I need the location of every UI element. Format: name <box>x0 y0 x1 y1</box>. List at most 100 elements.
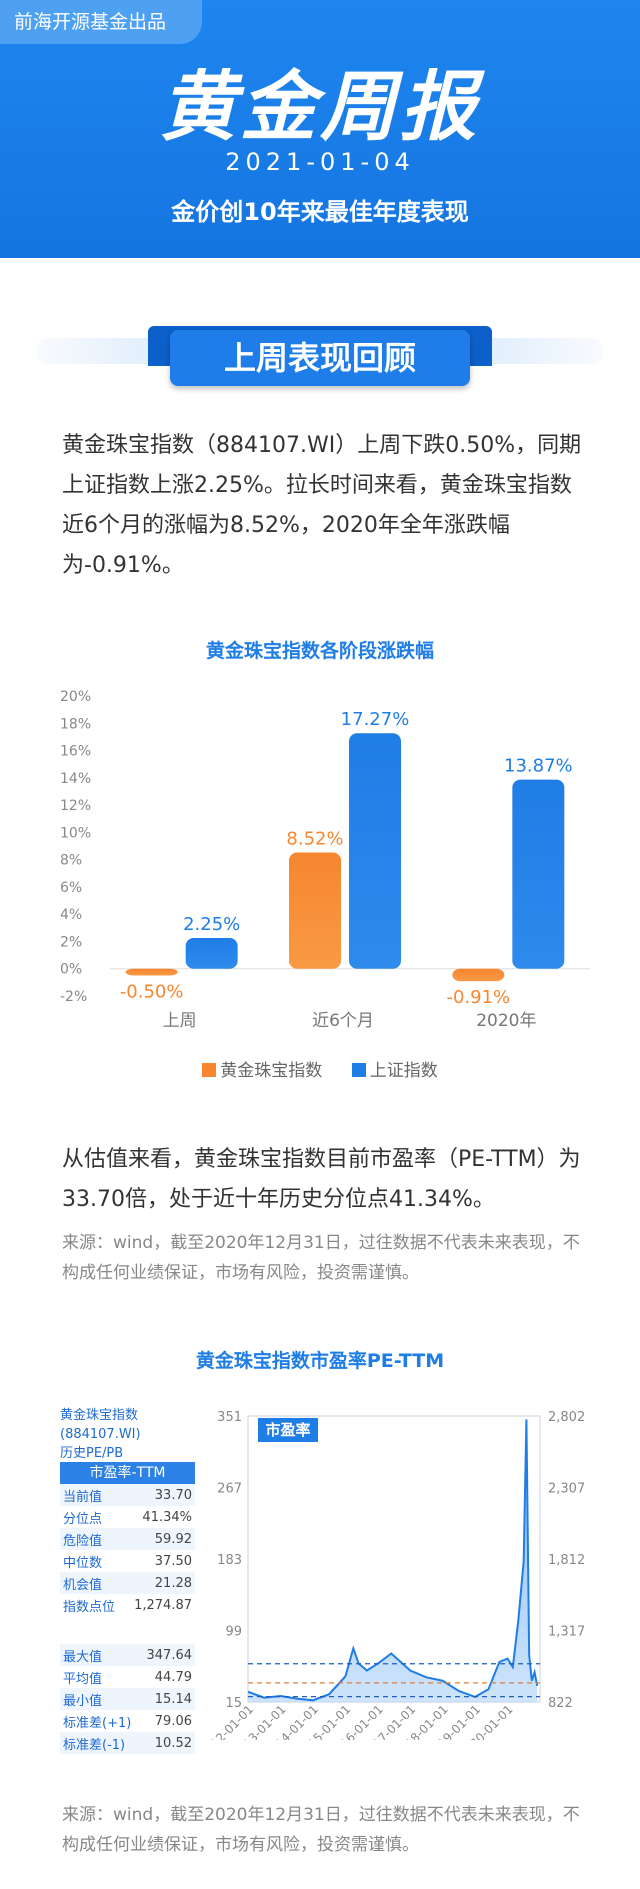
y-tick-label: 4% <box>60 907 82 923</box>
y-tick-label: 2% <box>60 934 82 950</box>
pe-line-chart: 35126718399152,8022,3071,8121,317822市盈率1… <box>210 1410 585 1740</box>
stats-key: 当前值 <box>60 1484 125 1506</box>
x-tick-label: 上周 <box>163 1011 197 1031</box>
legend-label-gold: 黄金珠宝指数 <box>220 1061 323 1081</box>
stats-row: 机会值 21.28 <box>60 1572 195 1594</box>
legend-label-shanghai: 上证指数 <box>369 1061 438 1081</box>
y-tick-label: 6% <box>60 880 82 896</box>
y-left-tick-label: 267 <box>217 1482 242 1497</box>
bar-chart: 20% 18% 16% 14% 12% 10% 8% 6% 4% 2% 0% -2% 上周 -0.50% 2… <box>60 689 590 1031</box>
x-tick-label: 近6个月 <box>312 1011 374 1031</box>
report-subtitle: 金价创10年来最佳年度表现 <box>171 198 469 226</box>
y-tick-label: 10% <box>60 825 91 841</box>
bar-value-label: 2.25% <box>183 914 240 935</box>
y-right-tick-label: 2,307 <box>548 1482 585 1497</box>
stats-key: 分位点 <box>63 1511 103 1527</box>
x-tick-label: 2020年 <box>476 1011 536 1031</box>
valuation-paragraph: 从估值来看，黄金珠宝指数目前市盈率（PE-TTM）为33.70倍，处于近十年历史… <box>62 1147 581 1212</box>
stats-title-line2: 历史PE/PB <box>60 1446 124 1461</box>
stats-value: 59.92 <box>124 1528 195 1550</box>
stats-row: 危险值 59.92 <box>60 1528 195 1550</box>
y-tick-label: 18% <box>60 716 91 732</box>
legend-swatch-orange <box>202 1063 217 1077</box>
legend-item-shanghai: 上证指数 <box>351 1056 438 1081</box>
y-right-tick-label: 1,812 <box>548 1553 585 1568</box>
stats-value: 44.79 <box>154 1669 192 1685</box>
stats-table-main: 当前值 33.70 分位点 41.34% 危险值 59.92 中位数 37.50 机会值 21.2… <box>60 1484 195 1616</box>
legend-swatch-blue <box>351 1063 366 1077</box>
bar <box>512 779 565 969</box>
stats-row: 当前值 33.70 <box>60 1484 195 1506</box>
legend-item-gold: 黄金珠宝指数 <box>202 1056 322 1081</box>
bar-chart-title: 黄金珠宝指数各阶段涨跌幅 <box>205 640 434 662</box>
y-right-tick-label: 1,317 <box>548 1625 585 1640</box>
stats-title-line1: 黄金珠宝指数(884107.WI) <box>60 1408 141 1442</box>
stats-key: 中位数 <box>63 1555 103 1571</box>
source-note-1: 来源：wind，截至2020年12月31日，过往数据不代表未来表现，不构成任何业… <box>62 1233 580 1283</box>
stats-key: 标准差(+1) <box>63 1715 132 1731</box>
y-tick-label: 0% <box>60 962 82 978</box>
stats-row: 标准差(-1) 10.52 <box>60 1732 195 1754</box>
stats-key: 机会值 <box>60 1572 125 1594</box>
stats-row: 指数点位 1,274.87 <box>60 1594 195 1616</box>
report-date: 2021-01-04 <box>225 148 415 176</box>
series-badge <box>258 1418 318 1442</box>
stats-header: 市盈率-TTM <box>60 1462 195 1484</box>
series-badge-label: 市盈率 <box>265 1421 310 1439</box>
bar-chart-legend: 黄金珠宝指数 上证指数 <box>0 1056 640 1081</box>
header-banner: 前海开源基金出品 黄金周报 2021-01-04 金价创10年来最佳年度表现 <box>0 0 640 258</box>
source-note-2: 来源：wind，截至2020年12月31日，过往数据不代表未来表现，不构成任何业… <box>62 1805 580 1855</box>
bar-value-label: 17.27% <box>341 709 410 730</box>
stats-value: 10.52 <box>139 1732 195 1754</box>
stats-table-dist: 最大值 347.64 平均值 44.79 最小值 15.14 标准差(+1) 79.06 标准差… <box>60 1644 195 1754</box>
stats-row: 标准差(+1) 79.06 <box>60 1710 195 1732</box>
stats-key: 标准差(-1) <box>60 1732 140 1754</box>
y-left-tick-label: 15 <box>225 1696 242 1711</box>
stats-value: 37.50 <box>154 1553 192 1569</box>
stats-key: 最小值 <box>60 1688 140 1710</box>
bar-value-label: -0.50% <box>120 982 184 1003</box>
stats-value: 21.28 <box>124 1572 195 1594</box>
section-title: 上周表现回顾 <box>170 330 470 386</box>
stats-value: 41.34% <box>142 1509 192 1525</box>
y-tick-label: 20% <box>60 689 91 705</box>
bar <box>185 938 238 969</box>
stats-key: 危险值 <box>60 1528 125 1550</box>
bar-value-label: 13.87% <box>504 756 573 777</box>
stats-row: 最大值 347.64 <box>60 1644 195 1666</box>
y-right-tick-label: 822 <box>548 1696 573 1711</box>
y-tick-label: 8% <box>60 853 82 869</box>
bar <box>452 968 505 982</box>
review-paragraph: 黄金珠宝指数（884107.WI）上周下跌0.50%，同期上证指数上涨2.25%… <box>62 433 582 578</box>
stats-row: 中位数 37.50 <box>60 1550 195 1572</box>
pe-line <box>247 1419 539 1702</box>
stats-value: 33.70 <box>124 1484 195 1506</box>
y-left-tick-label: 183 <box>217 1553 242 1568</box>
stats-value: 79.06 <box>154 1713 192 1729</box>
y-left-tick-label: 351 <box>217 1410 242 1425</box>
y-tick-label: -2% <box>60 989 87 1005</box>
stats-key: 平均值 <box>63 1671 103 1687</box>
y-tick-label: 16% <box>60 744 91 760</box>
stats-key: 最大值 <box>60 1644 140 1666</box>
bar-value-label: 8.52% <box>286 829 343 850</box>
bar <box>349 733 401 969</box>
pe-area <box>248 1419 538 1702</box>
y-right-tick-label: 2,802 <box>548 1410 585 1425</box>
stats-row: 平均值 44.79 <box>60 1666 195 1688</box>
stats-row: 最小值 15.14 <box>60 1688 195 1710</box>
y-left-tick-label: 99 <box>225 1625 242 1640</box>
pe-chart-title: 黄金珠宝指数市盈率PE-TTM <box>195 1350 445 1372</box>
y-tick-label: 14% <box>60 771 91 787</box>
bar-value-label: -0.91% <box>446 987 510 1008</box>
stats-row: 分位点 41.34% <box>60 1506 195 1528</box>
bar <box>125 968 178 976</box>
publisher-tag: 前海开源基金出品 <box>0 0 202 44</box>
y-tick-label: 12% <box>60 798 91 814</box>
stats-key: 指数点位 <box>63 1599 116 1615</box>
stats-value: 1,274.87 <box>134 1597 192 1613</box>
stats-title: 黄金珠宝指数(884107.WI) 历史PE/PB <box>60 1406 210 1463</box>
bar <box>289 852 341 969</box>
stats-value: 347.64 <box>139 1644 195 1666</box>
page-title: 黄金周报 <box>160 62 480 151</box>
